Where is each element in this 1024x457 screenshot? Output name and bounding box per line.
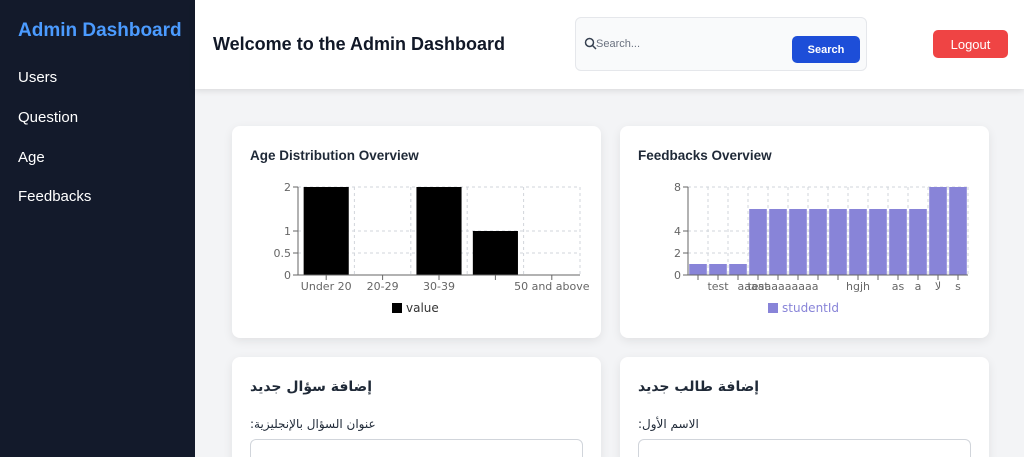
add-question-card: إضافة سؤال جديد :عنوان السؤال بالإنجليزي… bbox=[232, 357, 601, 457]
sidebar-item-age[interactable]: Age bbox=[18, 149, 45, 166]
y-tick-label: 2 bbox=[284, 181, 291, 194]
first-name-input[interactable] bbox=[638, 439, 971, 457]
age-distribution-card: Age Distribution Overview 0 0.5 1 2 Under 20… bbox=[232, 126, 601, 338]
y-tick-label: 0 bbox=[674, 269, 681, 282]
add-student-title: إضافة طالب جديد bbox=[638, 379, 760, 395]
search-button[interactable]: Search bbox=[792, 36, 860, 63]
x-tick-label: Under 20 bbox=[301, 280, 352, 293]
question-english-input[interactable] bbox=[250, 439, 583, 457]
y-tick-label: 1 bbox=[284, 225, 291, 238]
search-bar: Search bbox=[575, 17, 867, 71]
chart-bar bbox=[909, 209, 927, 275]
question-english-label: :عنوان السؤال بالإنجليزية bbox=[250, 417, 376, 431]
chart-bar bbox=[729, 264, 747, 275]
chart-bar bbox=[949, 187, 967, 275]
x-tick-label: aaaaaaaaaaaa bbox=[738, 280, 819, 293]
y-tick-label: 0.5 bbox=[274, 247, 292, 260]
search-icon bbox=[584, 37, 597, 50]
sidebar-item-question[interactable]: Question bbox=[18, 109, 79, 126]
chart-bar bbox=[749, 209, 767, 275]
feedbacks-card: Feedbacks Overview 0 2 4 8 test test aaaaaaaaa… bbox=[620, 126, 989, 338]
add-question-title: إضافة سؤال جديد bbox=[250, 379, 373, 395]
sidebar-item-feedbacks[interactable]: Feedbacks bbox=[18, 188, 92, 205]
x-tick-label: hgjh bbox=[846, 280, 870, 293]
chart-legend: value bbox=[392, 301, 439, 315]
age-card-title: Age Distribution Overview bbox=[250, 148, 419, 163]
sidebar-item-users[interactable]: Users bbox=[18, 69, 58, 86]
x-tick-label: 50 and above bbox=[514, 280, 590, 293]
chart-bar bbox=[929, 187, 947, 275]
x-tick-label: test bbox=[747, 280, 769, 293]
chart-bar bbox=[416, 187, 462, 275]
search-input[interactable] bbox=[596, 34, 786, 54]
chart-bar bbox=[689, 264, 707, 275]
chart-bar bbox=[709, 264, 727, 275]
add-student-card: إضافة طالب جديد :الاسم الأول bbox=[620, 357, 989, 457]
y-tick-label: 2 bbox=[674, 247, 681, 260]
chart-bar bbox=[849, 209, 867, 275]
y-tick-label: 0 bbox=[284, 269, 291, 282]
chart-bar bbox=[829, 209, 847, 275]
x-tick-label: s bbox=[955, 280, 961, 293]
chart-bar bbox=[472, 231, 518, 275]
chart-bar bbox=[303, 187, 349, 275]
page-title: Welcome to the Admin Dashboard bbox=[213, 34, 506, 54]
x-tick-label: test bbox=[707, 280, 729, 293]
brand-title: Admin Dashboard bbox=[18, 20, 182, 41]
legend-label: value bbox=[406, 301, 439, 315]
first-name-label: :الاسم الأول bbox=[638, 417, 699, 431]
legend-label: studentId bbox=[782, 301, 839, 315]
sidebar: Admin Dashboard Users Question Age Feedb… bbox=[0, 0, 195, 457]
age-distribution-chart: 0 0.5 1 2 Under 20 20-29 30-39 50 and above valu… bbox=[274, 181, 590, 315]
legend-swatch bbox=[768, 303, 778, 313]
feedback-card-title: Feedbacks Overview bbox=[638, 148, 772, 163]
x-tick-label: as bbox=[892, 280, 905, 293]
chart-legend: studentId bbox=[768, 301, 839, 315]
y-tick-label: 8 bbox=[674, 181, 681, 194]
y-tick-label: 4 bbox=[674, 225, 681, 238]
chart-bar bbox=[809, 209, 827, 275]
legend-swatch bbox=[392, 303, 402, 313]
logout-button[interactable]: Logout bbox=[933, 30, 1008, 58]
chart-bar bbox=[789, 209, 807, 275]
chart-bar bbox=[869, 209, 887, 275]
chart-bar bbox=[769, 209, 787, 275]
chart-bar bbox=[889, 209, 907, 275]
x-tick-label: لا bbox=[935, 280, 941, 293]
x-tick-label: 20-29 bbox=[367, 280, 399, 293]
top-header: Welcome to the Admin Dashboard Search Lo… bbox=[195, 0, 1024, 89]
x-tick-label: 30-39 bbox=[423, 280, 455, 293]
x-tick-label: a bbox=[915, 280, 922, 293]
